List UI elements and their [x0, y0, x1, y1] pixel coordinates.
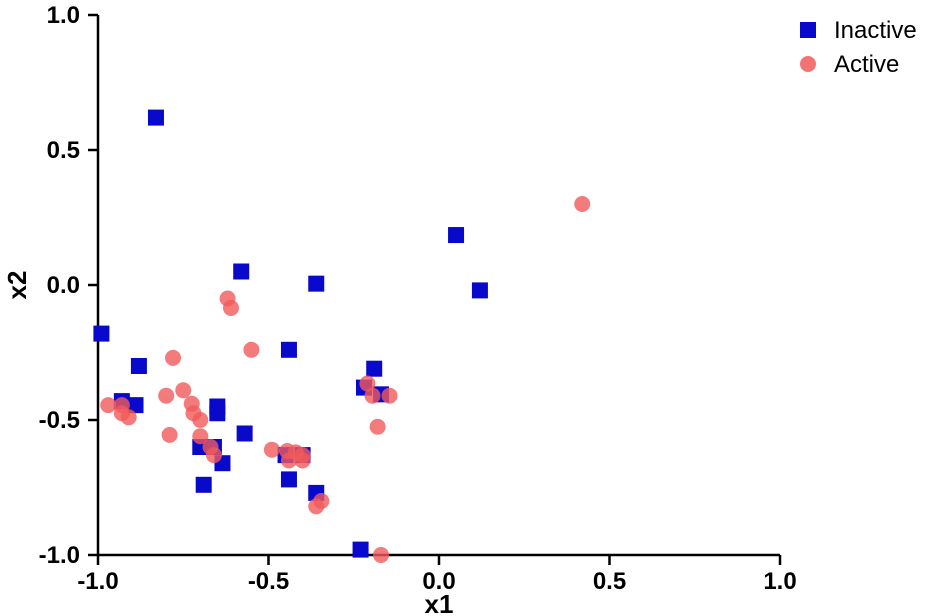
- data-point-active: [175, 382, 191, 398]
- y-tick-label: 1.0: [47, 2, 80, 29]
- data-point-inactive: [148, 110, 164, 126]
- data-point-active: [165, 350, 181, 366]
- y-tick-label: 0.5: [47, 137, 80, 164]
- legend-label-active: Active: [834, 51, 899, 78]
- chart-container: { "chart": { "type": "scatter", "width":…: [0, 0, 927, 616]
- data-point-inactive: [448, 227, 464, 243]
- x-tick-label: 1.0: [763, 568, 796, 595]
- data-point-active: [158, 388, 174, 404]
- data-point-active: [373, 547, 389, 563]
- data-point-active: [281, 453, 297, 469]
- y-tick-label: -0.5: [39, 407, 80, 434]
- x-axis-label: x1: [425, 589, 454, 616]
- legend-marker-active: [800, 56, 816, 72]
- y-tick-label: -1.0: [39, 542, 80, 569]
- x-tick-label: 0.5: [593, 568, 626, 595]
- data-point-active: [365, 388, 381, 404]
- data-point-inactive: [196, 477, 212, 493]
- data-point-active: [382, 388, 398, 404]
- data-point-inactive: [353, 542, 369, 558]
- data-point-inactive: [281, 471, 297, 487]
- x-tick-label: -1.0: [77, 568, 118, 595]
- data-point-active: [162, 427, 178, 443]
- data-point-active: [574, 196, 590, 212]
- data-point-active: [308, 498, 324, 514]
- data-point-active: [243, 342, 259, 358]
- data-point-active: [370, 419, 386, 435]
- data-point-inactive: [472, 282, 488, 298]
- y-tick-label: 0.0: [47, 272, 80, 299]
- y-axis-label: x2: [2, 271, 32, 300]
- data-point-active: [223, 300, 239, 316]
- data-point-inactive: [366, 361, 382, 377]
- data-point-active: [121, 409, 137, 425]
- data-point-active: [192, 412, 208, 428]
- legend-label-inactive: Inactive: [834, 17, 917, 44]
- scatter-chart: -1.0-0.50.00.51.0-1.0-0.50.00.51.0x1x2In…: [0, 0, 927, 616]
- x-tick-label: -0.5: [248, 568, 289, 595]
- data-point-active: [206, 447, 222, 463]
- legend-marker-inactive: [800, 22, 816, 38]
- data-point-inactive: [131, 358, 147, 374]
- data-point-active: [264, 442, 280, 458]
- data-point-inactive: [308, 276, 324, 292]
- data-point-active: [295, 453, 311, 469]
- data-point-inactive: [281, 342, 297, 358]
- data-point-active: [100, 397, 116, 413]
- data-point-inactive: [93, 326, 109, 342]
- data-point-inactive: [209, 405, 225, 421]
- data-point-inactive: [237, 426, 253, 442]
- data-point-inactive: [233, 264, 249, 280]
